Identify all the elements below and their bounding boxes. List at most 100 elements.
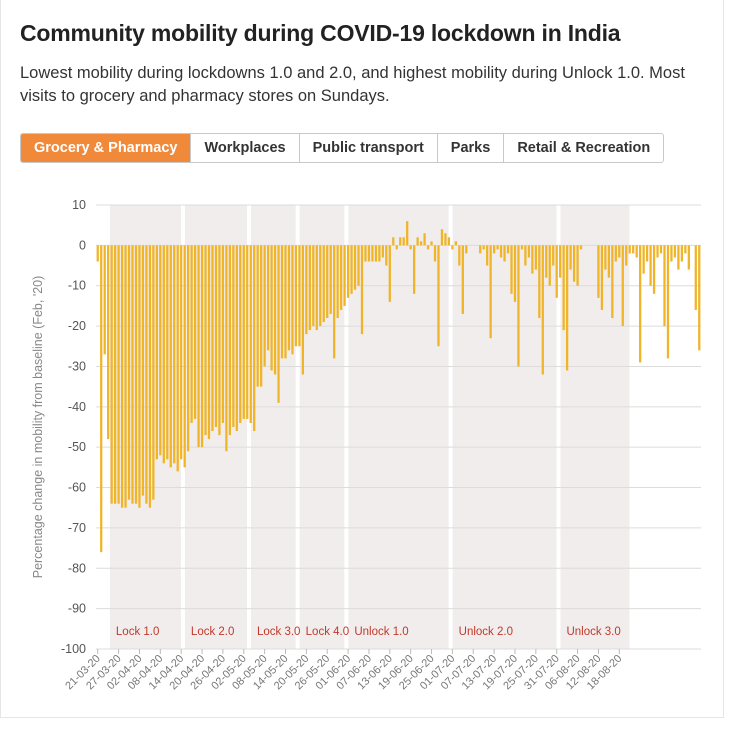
bar xyxy=(492,245,496,254)
phase-band xyxy=(452,205,557,649)
bar xyxy=(263,245,266,367)
bar xyxy=(326,245,329,319)
bar xyxy=(513,245,517,302)
bar xyxy=(187,245,190,452)
bar xyxy=(520,245,524,250)
bar xyxy=(639,245,642,363)
bar xyxy=(652,245,656,294)
bar xyxy=(385,245,388,266)
y-tick-label: -20 xyxy=(68,319,86,333)
y-tick-label: -70 xyxy=(68,521,86,535)
metric-tabs: Grocery & Pharmacy Workplaces Public tra… xyxy=(20,133,665,163)
bar xyxy=(430,241,433,246)
phase-band xyxy=(560,205,630,649)
bar xyxy=(666,245,670,359)
bar xyxy=(454,241,458,246)
bar xyxy=(319,245,322,327)
bar xyxy=(670,245,673,262)
bar xyxy=(565,245,569,371)
bar xyxy=(183,245,186,468)
bar xyxy=(239,245,242,423)
bar xyxy=(618,245,621,258)
bar xyxy=(527,245,531,258)
bar xyxy=(322,245,325,323)
bar xyxy=(569,245,572,270)
bar xyxy=(597,245,600,298)
bar xyxy=(645,245,649,262)
bar xyxy=(249,245,252,423)
y-tick-label: -30 xyxy=(68,359,86,373)
bar xyxy=(545,245,548,278)
bar xyxy=(315,245,318,331)
bar xyxy=(524,245,527,266)
bar xyxy=(305,245,308,335)
bar xyxy=(166,245,169,460)
bar xyxy=(632,245,635,254)
bar xyxy=(100,245,103,553)
bar xyxy=(378,245,381,262)
bar xyxy=(614,245,617,262)
bar xyxy=(148,245,152,508)
bar xyxy=(499,245,503,258)
bar xyxy=(604,245,607,270)
bar xyxy=(458,245,461,266)
bar xyxy=(465,245,468,254)
bar xyxy=(284,245,287,359)
tab-parks[interactable]: Parks xyxy=(436,134,504,162)
bar xyxy=(221,245,225,423)
bar xyxy=(440,229,444,246)
y-tick-label: -10 xyxy=(68,279,86,293)
bar xyxy=(232,245,235,427)
tab-grocery-pharmacy[interactable]: Grocery & Pharmacy xyxy=(21,134,191,162)
bar xyxy=(482,245,485,250)
bar xyxy=(552,245,555,266)
bar xyxy=(677,245,680,270)
bar xyxy=(656,245,659,258)
bar xyxy=(301,245,305,375)
tab-workplaces[interactable]: Workplaces xyxy=(190,134,299,162)
bar xyxy=(621,245,624,327)
tab-retail-recreation[interactable]: Retail & Recreation xyxy=(503,134,664,162)
bar xyxy=(364,245,367,262)
bar xyxy=(423,233,426,246)
bar xyxy=(152,245,155,500)
phase-label: Unlock 2.0 xyxy=(459,626,513,638)
bar xyxy=(680,245,684,262)
tab-public-transport[interactable]: Public transport xyxy=(298,134,437,162)
bar xyxy=(649,245,652,286)
bar xyxy=(162,245,165,464)
bar xyxy=(698,245,701,351)
bar xyxy=(134,245,138,504)
bar xyxy=(534,245,537,270)
bar xyxy=(120,245,124,508)
bar xyxy=(124,245,127,508)
bar xyxy=(193,245,197,419)
bar xyxy=(642,245,645,274)
y-tick-label: 10 xyxy=(72,198,86,212)
bar xyxy=(409,245,412,250)
bar xyxy=(235,245,238,432)
bar xyxy=(531,245,534,274)
bar xyxy=(496,245,499,250)
bar xyxy=(444,233,447,246)
bar xyxy=(437,245,440,347)
bar xyxy=(107,245,110,440)
mobility-bar-chart: 10 0 -10 -20 -30 -40 -50 -60 -70 -80 -90 -100 Lock 1… xyxy=(31,198,701,692)
bar xyxy=(659,245,663,254)
bar xyxy=(273,245,277,375)
bar xyxy=(506,245,510,254)
bar xyxy=(555,245,558,298)
bar xyxy=(367,245,371,262)
bar xyxy=(447,237,451,246)
bar xyxy=(96,245,99,262)
bar xyxy=(103,245,106,355)
bar xyxy=(395,245,398,250)
bar xyxy=(576,245,579,286)
bar xyxy=(559,245,562,278)
phase-label: Lock 3.0 xyxy=(257,626,300,638)
bar xyxy=(548,245,551,286)
bar xyxy=(173,245,176,464)
bar xyxy=(117,245,120,504)
bar xyxy=(510,245,513,294)
bar xyxy=(312,245,315,327)
